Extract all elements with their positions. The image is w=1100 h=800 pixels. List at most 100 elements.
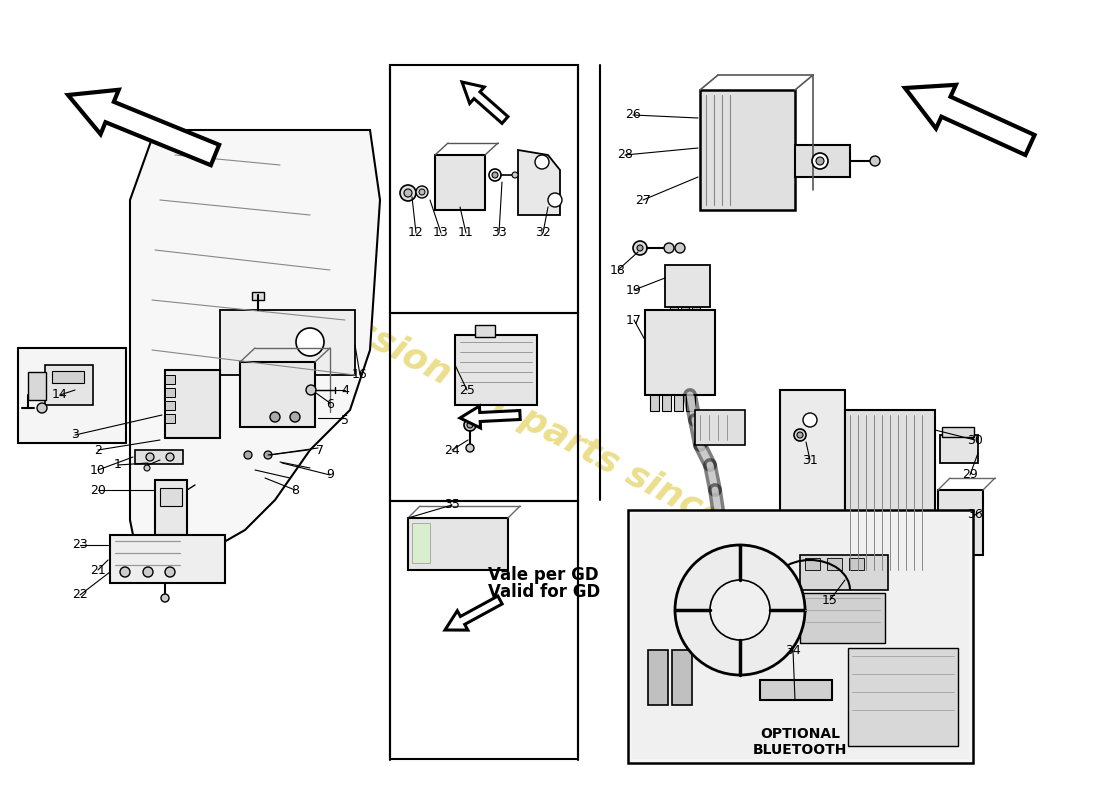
Text: 5: 5 (341, 414, 349, 426)
Text: 30: 30 (967, 434, 983, 446)
Circle shape (290, 412, 300, 422)
Circle shape (165, 567, 175, 577)
Bar (165, 375, 175, 384)
Bar (845, 410, 935, 575)
Bar (760, 680, 832, 700)
Circle shape (143, 567, 153, 577)
Polygon shape (130, 130, 380, 570)
Text: 20: 20 (90, 483, 106, 497)
Text: a passion for parts since 1985: a passion for parts since 1985 (271, 270, 829, 590)
Text: 22: 22 (73, 589, 88, 602)
Circle shape (535, 155, 549, 169)
Circle shape (812, 153, 828, 169)
FancyArrow shape (462, 82, 508, 123)
Bar (52, 371, 84, 383)
Bar (18, 348, 126, 443)
Bar (850, 575, 930, 589)
Text: 27: 27 (635, 194, 651, 206)
FancyArrow shape (68, 90, 219, 165)
Text: 29: 29 (962, 469, 978, 482)
Bar (648, 650, 668, 705)
Circle shape (244, 451, 252, 459)
Bar (645, 310, 715, 395)
Text: 6: 6 (326, 398, 334, 411)
Circle shape (419, 189, 425, 195)
Bar (666, 265, 710, 307)
Bar (165, 401, 175, 410)
Text: 4: 4 (341, 383, 349, 397)
Bar (940, 435, 978, 463)
Circle shape (794, 429, 806, 441)
Text: 26: 26 (625, 109, 641, 122)
Text: 17: 17 (626, 314, 642, 326)
Text: 13: 13 (433, 226, 449, 239)
Bar (827, 558, 842, 570)
Circle shape (803, 413, 817, 427)
Bar (805, 558, 820, 570)
Circle shape (798, 432, 803, 438)
Bar (252, 292, 264, 300)
Bar (942, 427, 974, 437)
Bar (110, 535, 226, 583)
Bar (390, 501, 578, 759)
Circle shape (120, 567, 130, 577)
Text: 15: 15 (822, 594, 838, 606)
Circle shape (512, 172, 518, 178)
Circle shape (490, 169, 500, 181)
Bar (692, 307, 700, 319)
Circle shape (675, 243, 685, 253)
Text: 24: 24 (444, 443, 460, 457)
Bar (165, 388, 175, 397)
Text: OPTIONAL
BLUETOOTH: OPTIONAL BLUETOOTH (752, 726, 847, 757)
Text: 8: 8 (292, 483, 299, 497)
Bar (628, 510, 974, 763)
Bar (674, 395, 683, 411)
Text: 18: 18 (610, 263, 626, 277)
Bar (695, 410, 745, 445)
Bar (632, 514, 969, 759)
Text: 31: 31 (802, 454, 818, 466)
Circle shape (146, 453, 154, 461)
Bar (800, 593, 886, 643)
Text: 32: 32 (535, 226, 551, 239)
Circle shape (548, 193, 562, 207)
Text: 1: 1 (114, 458, 122, 471)
Bar (135, 450, 183, 464)
Bar (155, 480, 187, 535)
Text: Valid for GD: Valid for GD (488, 583, 601, 601)
Circle shape (400, 185, 416, 201)
Circle shape (404, 189, 412, 197)
Circle shape (710, 580, 770, 640)
Text: 23: 23 (73, 538, 88, 551)
Text: 7: 7 (316, 443, 324, 457)
Bar (686, 395, 695, 411)
Text: 16: 16 (352, 369, 367, 382)
FancyArrow shape (446, 596, 503, 630)
Circle shape (37, 403, 47, 413)
Bar (220, 310, 355, 375)
Bar (390, 65, 578, 313)
Bar (662, 395, 671, 411)
Circle shape (492, 172, 498, 178)
Circle shape (466, 444, 474, 452)
Text: 19: 19 (626, 283, 642, 297)
Circle shape (166, 453, 174, 461)
Bar (790, 530, 810, 545)
Bar (800, 555, 888, 590)
Text: 21: 21 (90, 563, 106, 577)
Text: 14: 14 (52, 389, 68, 402)
Circle shape (144, 465, 150, 471)
Text: 11: 11 (458, 226, 474, 239)
Bar (455, 335, 537, 405)
FancyArrow shape (905, 85, 1035, 155)
Bar (165, 414, 175, 423)
Bar (165, 370, 220, 438)
Bar (681, 307, 689, 319)
Polygon shape (518, 150, 560, 215)
Circle shape (464, 419, 476, 431)
Text: 33: 33 (491, 226, 507, 239)
Circle shape (870, 156, 880, 166)
Bar (408, 518, 508, 570)
Bar (650, 395, 659, 411)
Text: 28: 28 (617, 149, 632, 162)
